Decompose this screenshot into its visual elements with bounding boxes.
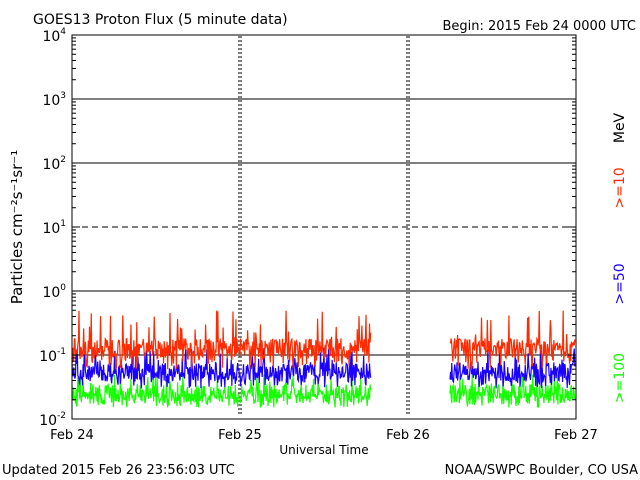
- legend-series-10mev: >=10: [612, 167, 628, 208]
- plot-area: [71, 34, 577, 420]
- y-tick-label: 10-2: [39, 411, 66, 429]
- x-tick-label: Feb 24: [50, 428, 94, 443]
- series-line-2: [71, 374, 372, 408]
- series-line-2: [449, 374, 576, 408]
- x-axis-label: Universal Time: [279, 443, 368, 457]
- y-tick-labels: 10-2 10-1 100 101 102 103 104: [39, 27, 66, 429]
- data-source: NOAA/SWPC Boulder, CO USA: [445, 463, 638, 478]
- x-tick-label: Feb 26: [386, 428, 430, 443]
- day-marker-ticks: [238, 36, 410, 414]
- series-layer: [71, 310, 576, 408]
- legend-series-100mev: >=100: [612, 353, 628, 403]
- begin-label: Begin: 2015 Feb 24 0000 UTC: [442, 19, 636, 34]
- y-tick-label: 10-1: [39, 347, 66, 365]
- legend: MeV >=10 >=50 >=100: [612, 112, 628, 403]
- series-line-1: [71, 347, 372, 389]
- y-tick-label: 100: [42, 283, 66, 301]
- gridlines: [72, 98, 576, 356]
- y-tick-label: 101: [42, 219, 66, 237]
- updated-timestamp: Updated 2015 Feb 26 23:56:03 UTC: [2, 463, 235, 478]
- chart-title: GOES13 Proton Flux (5 minute data): [33, 12, 288, 28]
- x-tick-labels: Feb 24 Feb 25 Feb 26 Feb 27: [50, 428, 598, 443]
- series-line-0: [71, 310, 372, 370]
- legend-unit-label: MeV: [612, 112, 628, 143]
- series-line-0: [449, 310, 576, 371]
- legend-series-50mev: >=50: [612, 263, 628, 304]
- y-minor-ticks: [72, 37, 576, 420]
- y-tick-label: 103: [42, 91, 66, 109]
- y-tick-label: 104: [42, 27, 66, 45]
- x-tick-label: Feb 27: [554, 428, 598, 443]
- x-tick-label: Feb 25: [218, 428, 262, 443]
- y-axis-label: Particles cm⁻²s⁻¹sr⁻¹: [8, 150, 26, 304]
- y-tick-label: 102: [42, 155, 66, 173]
